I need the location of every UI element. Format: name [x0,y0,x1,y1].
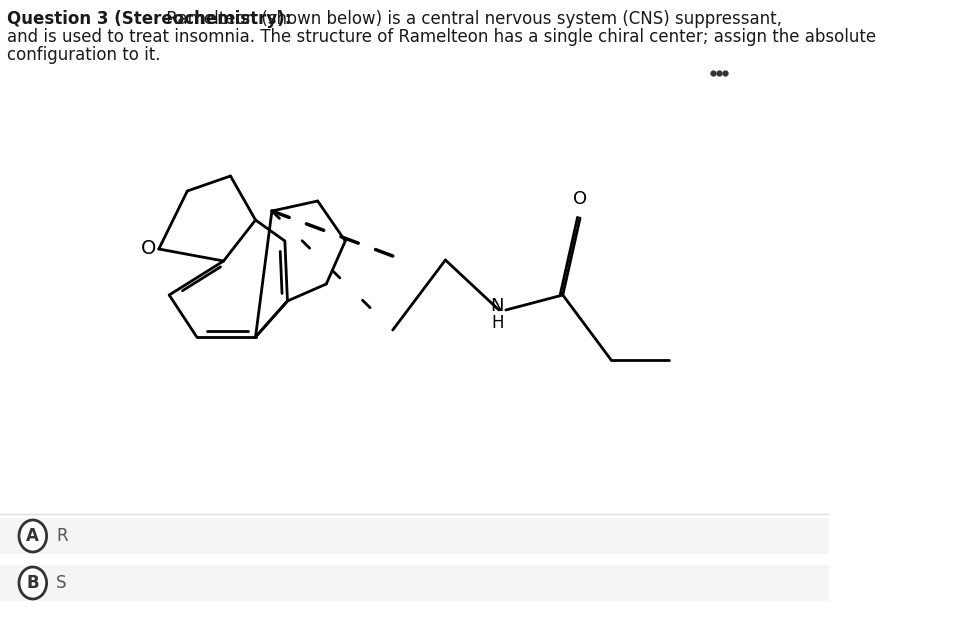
Circle shape [19,520,47,552]
Text: Ramelteon (shown below) is a central nervous system (CNS) suppressant,: Ramelteon (shown below) is a central ner… [160,10,781,28]
FancyBboxPatch shape [0,518,828,554]
Text: N: N [491,297,504,315]
Text: O: O [141,240,156,259]
Text: H: H [491,314,503,332]
Text: O: O [573,190,588,208]
Text: Question 3 (Stereochemistry):: Question 3 (Stereochemistry): [7,10,291,28]
Circle shape [19,567,47,599]
FancyBboxPatch shape [0,565,828,601]
Text: configuration to it.: configuration to it. [7,46,160,64]
Text: B: B [27,574,39,592]
Text: and is used to treat insomnia. The structure of Ramelteon has a single chiral ce: and is used to treat insomnia. The struc… [7,28,876,46]
Text: S: S [56,574,66,592]
Text: A: A [26,527,39,545]
Text: R: R [56,527,68,545]
